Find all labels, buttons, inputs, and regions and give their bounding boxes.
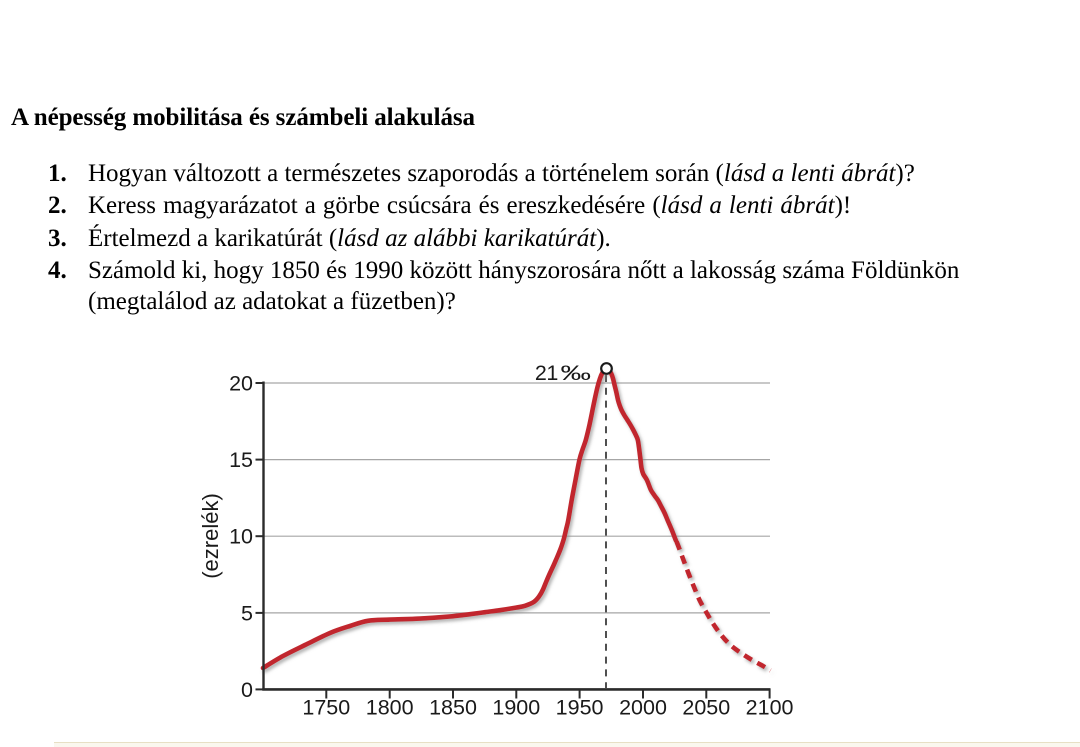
svg-text:2000: 2000 — [619, 696, 667, 720]
svg-text:1800: 1800 — [366, 696, 414, 720]
svg-text:1850: 1850 — [429, 696, 477, 720]
svg-text:0: 0 — [241, 678, 253, 702]
svg-text:1900: 1900 — [492, 696, 540, 720]
svg-text:20: 20 — [229, 372, 253, 396]
svg-text:2050: 2050 — [682, 696, 730, 720]
svg-text:2100: 2100 — [746, 696, 794, 720]
svg-text:1750: 1750 — [302, 696, 350, 720]
svg-text:1950: 1950 — [556, 696, 604, 720]
svg-text:(ezrelék): (ezrelék) — [198, 493, 223, 579]
svg-text:10: 10 — [229, 525, 253, 549]
svg-text:‰: ‰ — [561, 360, 592, 384]
svg-text:5: 5 — [241, 601, 253, 625]
svg-text:21: 21 — [535, 361, 558, 385]
svg-text:15: 15 — [229, 448, 253, 472]
